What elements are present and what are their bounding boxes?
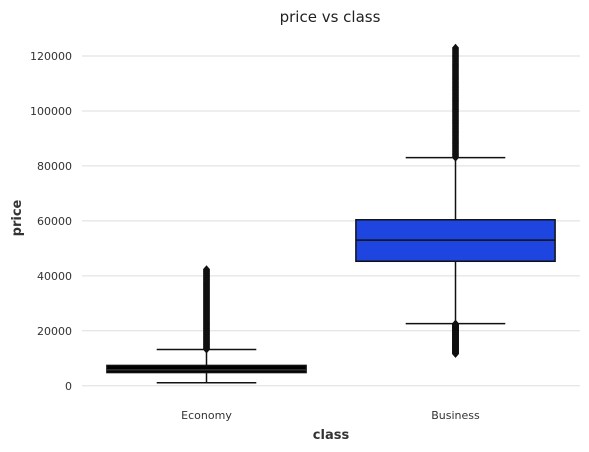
y-axis-ticks: 0 20000 40000 60000 80000 100000 120000 — [30, 50, 72, 393]
x-axis-label: class — [313, 428, 350, 443]
chart-title: price vs class — [280, 8, 381, 26]
y-tick-label: 0 — [65, 380, 72, 393]
boxes — [107, 44, 555, 383]
x-tick-label: Business — [431, 409, 480, 422]
y-tick-label: 80000 — [37, 160, 72, 173]
y-tick-label: 120000 — [30, 50, 72, 63]
y-tick-label: 60000 — [37, 215, 72, 228]
y-tick-label: 40000 — [37, 270, 72, 283]
iqr-box — [107, 365, 306, 372]
y-tick-label: 100000 — [30, 105, 72, 118]
y-tick-label: 20000 — [37, 325, 72, 338]
x-axis-ticks: Economy Business — [181, 409, 480, 422]
x-tick-label: Economy — [181, 409, 232, 422]
box-economy — [107, 265, 306, 382]
box-business — [356, 44, 555, 358]
y-axis-label: price — [10, 199, 25, 236]
